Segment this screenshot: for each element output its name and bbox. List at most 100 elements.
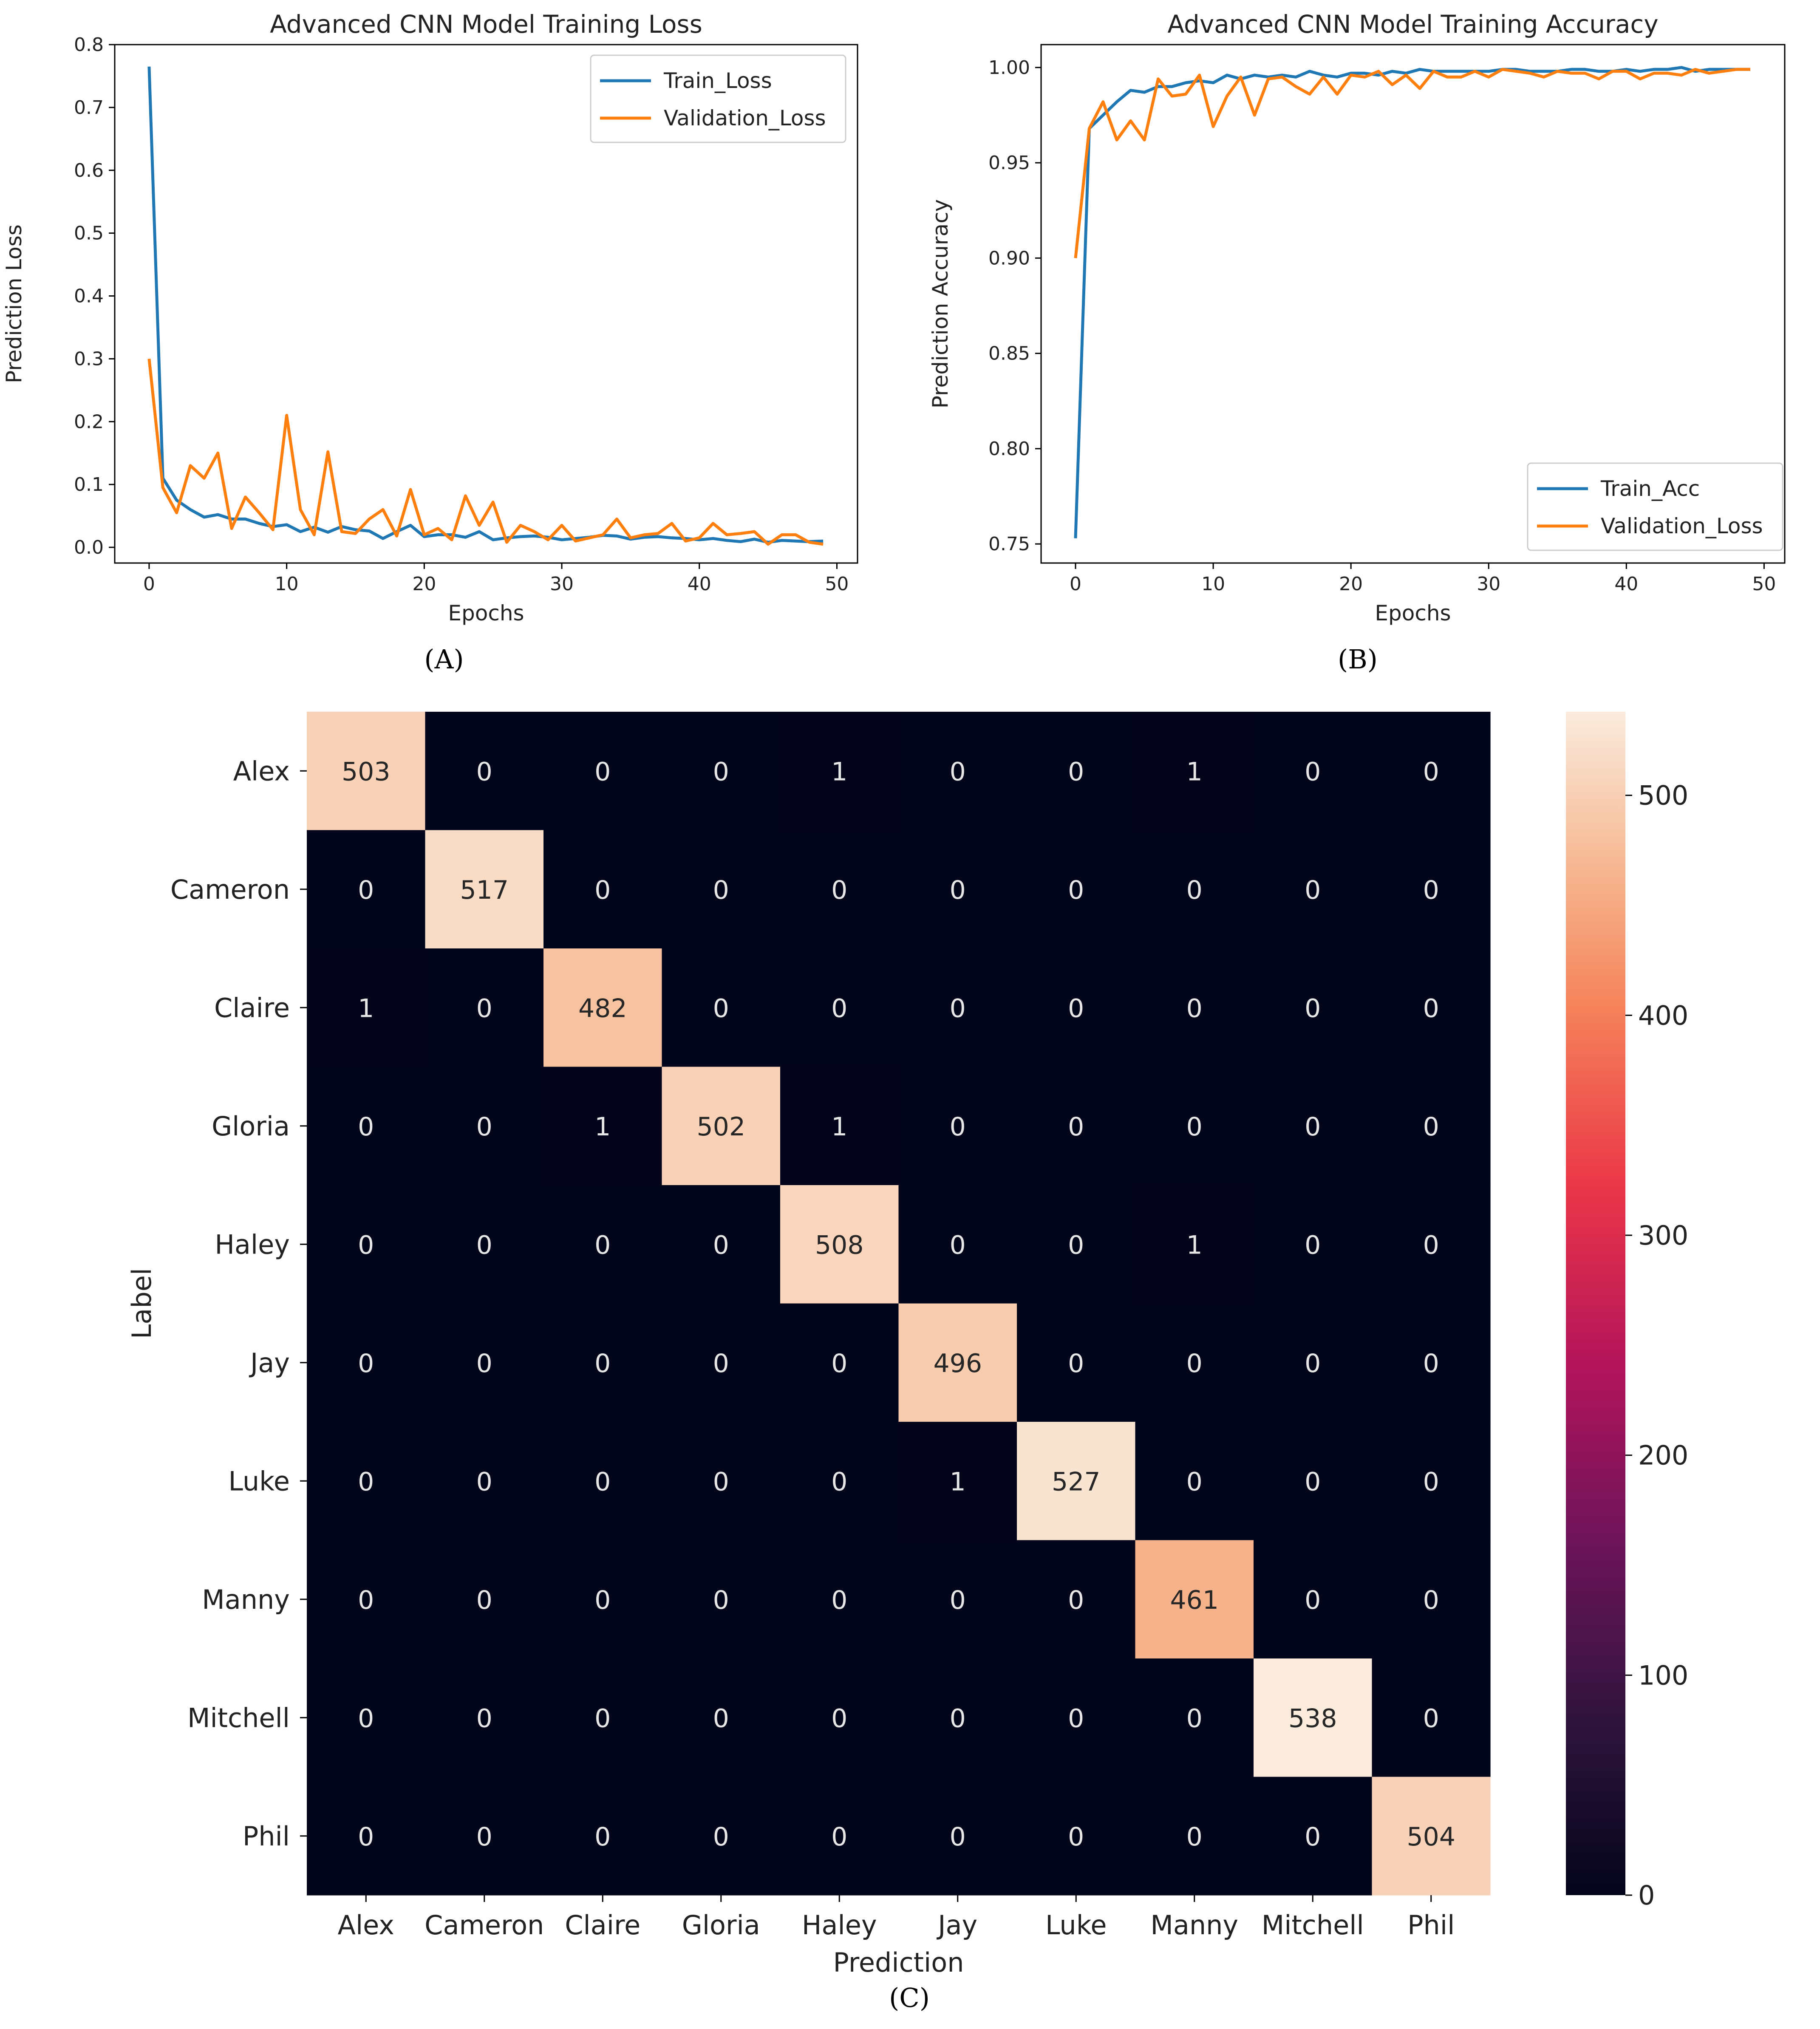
x-tick-label: 40 [688,573,711,595]
row-label: Mitchell [187,1702,290,1733]
heatmap-cell [307,1185,426,1304]
cell-value: 461 [1170,1585,1219,1615]
heatmap-cell [1372,1540,1491,1659]
cell-value: 0 [358,1585,374,1615]
cell-value: 0 [950,993,966,1023]
cell-value: 0 [1423,1349,1439,1378]
cell-value: 0 [950,757,966,787]
y-tick-label: 0.7 [74,97,104,119]
heatmap-cell [780,712,899,831]
heatmap-cell [307,1777,426,1896]
caption-b: (B) [1338,644,1378,675]
cell-value: 0 [594,1230,611,1260]
cell-value: 0 [1305,1585,1321,1615]
legend-label: Train_Acc [1600,476,1700,501]
row-label: Gloria [212,1111,290,1142]
heatmap-cell [1135,830,1254,949]
heatmap-cell [1372,1422,1491,1541]
series-line-validation-loss [1074,68,1750,258]
heatmap-cell [780,1422,899,1541]
caption-c: (C) [889,1982,930,2013]
y-tick-label: 0.6 [74,160,104,181]
heatmap-cell [543,830,662,949]
y-tick-label: 0.2 [74,411,104,433]
cell-value: 0 [713,1467,729,1497]
cell-value: 0 [476,1822,493,1852]
column-label: Jay [936,1910,977,1941]
column-label: Cameron [425,1910,544,1941]
heatmap-cell [662,1777,781,1896]
cell-value: 0 [950,1112,966,1142]
cell-value: 0 [1186,1822,1203,1852]
heatmap-cell [898,1777,1017,1896]
heatmap-cell [1372,1303,1491,1422]
x-tick-label: 50 [825,573,849,595]
heatmap-cell [898,1067,1017,1186]
heatmap-cell [1254,712,1373,831]
y-tick-label: 1.00 [988,57,1030,79]
cell-value: 0 [1068,1230,1084,1260]
cell-value: 0 [1068,1822,1084,1852]
cell-value: 0 [476,1112,493,1142]
heatmap-cell [543,1540,662,1659]
cell-value: 0 [950,875,966,905]
cell-value: 0 [1305,1467,1321,1497]
heatmap-cell [1017,712,1136,831]
y-axis-label: Prediction Accuracy [928,199,953,409]
heatmap-cell [1135,1658,1254,1777]
cell-value: 0 [950,1822,966,1852]
heatmap-cell [1254,1067,1373,1186]
x-axis-label: Epochs [1375,601,1451,625]
heatmap-cell [543,1658,662,1777]
heatmap-cell [1135,1422,1254,1541]
cell-value: 0 [476,1349,493,1378]
colorbar-tick-label: 500 [1638,780,1688,811]
heatmap-cell [1135,1777,1254,1896]
heatmap-cell [425,948,544,1067]
x-tick-label: 40 [1614,573,1638,595]
heatmap-cell [1254,1777,1373,1896]
heatmap-cell [1372,1185,1491,1304]
heatmap-cell [543,1303,662,1422]
row-label: Manny [202,1584,290,1615]
heatmap-cell [898,1185,1017,1304]
cell-value: 0 [476,757,493,787]
cell-value: 0 [476,1704,493,1733]
cell-value: 496 [933,1349,982,1378]
heatmap-cell [662,1658,781,1777]
x-tick-label: 10 [275,573,299,595]
heatmap-cell [1254,1303,1373,1422]
cell-value: 0 [713,1585,729,1615]
heatmap-cell [1254,1540,1373,1659]
column-label: Haley [802,1910,877,1941]
heatmap-cell [1135,948,1254,1067]
heatmap-cell [662,1540,781,1659]
cell-value: 0 [1068,757,1084,787]
y-tick-label: 0.80 [988,438,1030,460]
heatmap-cell [1254,1185,1373,1304]
cell-value: 0 [1305,1822,1321,1852]
heatmap-cell [1017,1303,1136,1422]
x-tick-label: 30 [1477,573,1500,595]
heatmap-cell [662,712,781,831]
heatmap-cell [780,1185,899,1304]
colorbar-tick-label: 200 [1638,1440,1688,1471]
cell-value: 0 [1186,1704,1203,1733]
plot-frame [1040,44,1786,564]
heatmap-cell [307,830,426,949]
heatmap-cell [1017,1540,1136,1659]
cell-value: 1 [831,1112,847,1142]
cell-value: 0 [1423,1112,1439,1142]
heatmap-cell [543,1777,662,1896]
cell-value: 0 [713,875,729,905]
heatmap-cell [1135,1185,1254,1304]
legend-box [590,54,846,143]
heatmap-cell [1254,1658,1373,1777]
cell-value: 0 [831,1349,847,1378]
cell-value: 0 [1186,875,1203,905]
cell-value: 0 [713,1704,729,1733]
cell-value: 0 [476,1585,493,1615]
column-label: Gloria [682,1910,760,1941]
heatmap-cell [425,830,544,949]
x-axis-label: Epochs [448,601,524,625]
